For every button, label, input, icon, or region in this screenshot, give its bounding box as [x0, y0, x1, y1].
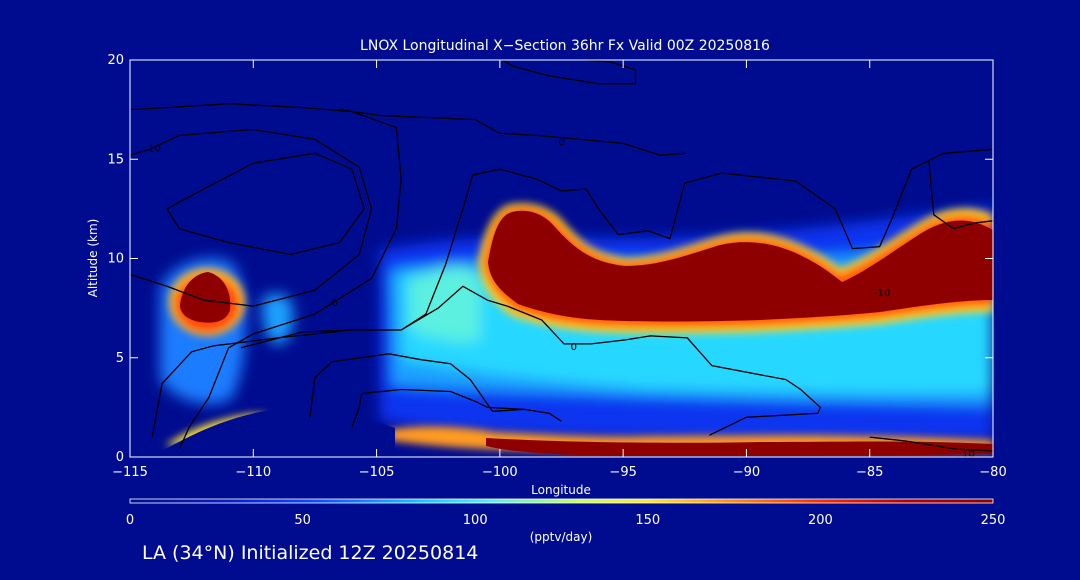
x-axis: −115 −110 −105 −100 −95 −90 −85 −80 [112, 60, 1007, 480]
y-tick-label: 20 [107, 53, 124, 68]
contour-top-center [339, 108, 685, 156]
contour-lower-left-b [351, 388, 525, 428]
x-tick-label: −110 [235, 465, 271, 480]
y-tick-label: 10 [107, 252, 124, 267]
contour-upper-left-10 [130, 128, 373, 307]
contour-label: 0 [558, 137, 564, 148]
contour-mid-left [240, 148, 993, 349]
x-tick-label: −90 [733, 465, 760, 480]
contour-lines [130, 60, 993, 452]
contour-right-dip [928, 161, 993, 230]
contour-label: 0 [331, 298, 337, 309]
heatmap-field [130, 60, 993, 457]
x-tick-label: −105 [359, 465, 395, 480]
x-tick-label: −100 [482, 465, 518, 480]
contour-jet-core [166, 152, 365, 256]
x-axis-label: Longitude [531, 483, 591, 497]
contour-label: -10 [874, 288, 890, 299]
init-caption: LA (34°N) Initialized 12Z 20250814 [142, 542, 479, 564]
colorbar-label: (pptv/day) [530, 530, 593, 544]
colorbar-tick-label: 200 [808, 513, 833, 528]
colorbar-gradient [129, 498, 994, 504]
contour-left-tall [130, 103, 402, 450]
y-tick-label: 0 [116, 450, 124, 465]
x-tick-label: −80 [979, 465, 1006, 480]
contour-label: 0 [571, 342, 577, 353]
colorbar-tick-label: 50 [294, 513, 311, 528]
colorbar-ticks: 0 50 100 150 200 250 [126, 513, 1006, 528]
y-tick-label: 5 [116, 351, 124, 366]
y-tick-label: 15 [107, 152, 124, 167]
y-axis-label: Altitude (km) [86, 219, 100, 298]
contour-label: 10 [962, 449, 975, 460]
contour-zero-line [151, 285, 822, 438]
colorbar: 0 50 100 150 200 250 (pptv/day) [126, 498, 1006, 544]
colorbar-tick-label: 0 [126, 513, 134, 528]
x-tick-label: −95 [609, 465, 636, 480]
contour-lower-left-a [309, 353, 562, 422]
colorbar-tick-label: 100 [463, 513, 488, 528]
contour-labels: 10 0 0 0 -10 10 [148, 137, 974, 460]
x-tick-label: −85 [856, 465, 883, 480]
y-axis: 0 5 10 15 20 [107, 53, 993, 465]
contour-label: 10 [148, 143, 161, 154]
colorbar-tick-label: 150 [635, 513, 660, 528]
contour-bottom-right [869, 436, 993, 452]
colorbar-tick-label: 250 [981, 513, 1006, 528]
chart-title: LNOX Longitudinal X−Section 36hr Fx Vali… [360, 38, 770, 54]
x-tick-label: −115 [112, 465, 148, 480]
contour-top-band [501, 60, 637, 85]
